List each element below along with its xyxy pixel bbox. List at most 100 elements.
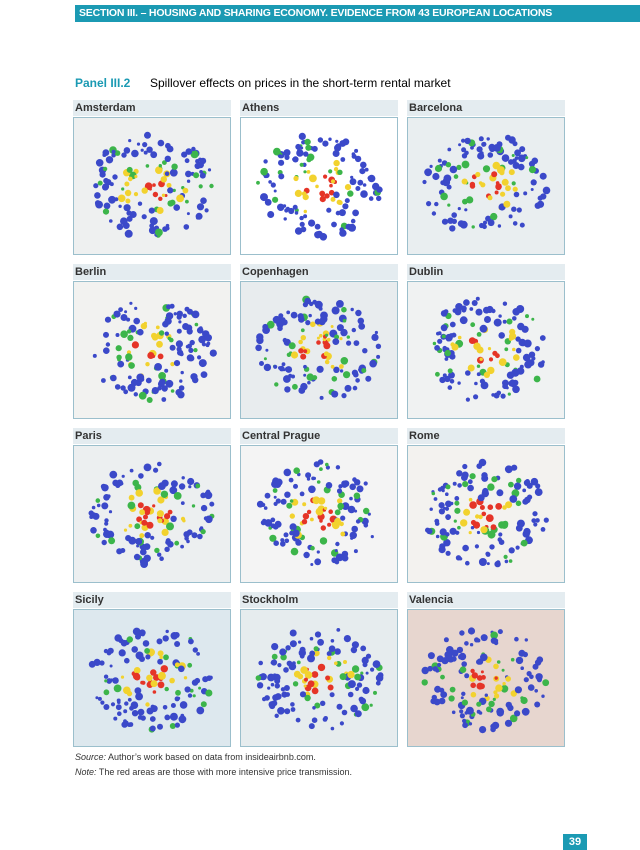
map-dot <box>123 389 129 395</box>
map-dot <box>104 521 109 526</box>
map-dot <box>134 306 138 310</box>
map-dot <box>511 181 516 186</box>
map-dot <box>124 310 128 314</box>
map-dot <box>185 170 192 178</box>
map-dot <box>349 483 356 491</box>
map-dot <box>167 187 174 194</box>
map-dot <box>511 154 515 157</box>
map-dot <box>278 154 283 158</box>
map-dot <box>437 662 442 668</box>
map-dot <box>336 488 343 494</box>
map-dot <box>461 138 466 143</box>
map-dot <box>433 497 438 501</box>
map-dot <box>181 151 188 158</box>
map-dot <box>186 179 191 183</box>
map-dot <box>104 316 112 323</box>
map-dot <box>509 328 516 335</box>
map-dot <box>260 167 268 176</box>
map-dot <box>508 481 514 488</box>
map-dot <box>341 393 347 399</box>
map-dot <box>300 353 307 360</box>
map-dot <box>496 141 503 148</box>
map-dot <box>465 560 470 566</box>
map-dot <box>124 181 130 187</box>
map-dot <box>367 174 376 183</box>
map-dot <box>192 376 199 384</box>
map-dot <box>440 192 448 201</box>
map-dot <box>360 645 367 652</box>
map-dot <box>123 147 131 154</box>
map-dot <box>293 670 301 678</box>
map-dot <box>481 141 487 147</box>
map-dot <box>178 320 182 324</box>
map-dot <box>294 227 303 235</box>
map-dot <box>263 159 268 164</box>
map-dot <box>470 519 477 526</box>
map-dot <box>164 194 168 197</box>
map-dot <box>304 671 313 679</box>
map-dot <box>280 317 286 323</box>
map-dot <box>504 347 509 352</box>
map-dot <box>269 534 277 542</box>
map-dot <box>344 184 352 191</box>
map-dot <box>506 318 513 325</box>
map-dot <box>354 148 359 153</box>
city-name: Rome <box>407 428 565 444</box>
map-dot <box>143 514 148 520</box>
map-dot <box>138 391 147 400</box>
map-dot <box>474 381 478 386</box>
map-dot <box>355 686 360 691</box>
city-name: Barcelona <box>407 100 565 116</box>
map-dot <box>448 695 455 702</box>
map-dot <box>154 363 162 371</box>
map-dot <box>346 335 350 339</box>
map-dot <box>459 713 465 719</box>
map-dot <box>359 168 366 175</box>
map-dot <box>514 710 521 717</box>
map-dot <box>153 467 159 473</box>
map-dot <box>158 482 166 490</box>
section-header: SECTION III. – HOUSING AND SHARING ECONO… <box>75 5 640 22</box>
map-dot <box>438 697 446 705</box>
map-dot <box>445 532 450 537</box>
map-dot <box>331 306 340 315</box>
map-dot <box>144 131 151 139</box>
map-dot <box>127 375 132 380</box>
map-dot <box>467 364 475 372</box>
map-dot <box>449 686 456 693</box>
map-dot <box>157 552 162 557</box>
map-dot <box>319 333 323 338</box>
map-dot <box>109 664 113 668</box>
map-dot <box>480 653 488 662</box>
map-dot <box>271 653 278 660</box>
map-dot <box>443 161 447 165</box>
map-dot <box>180 516 186 521</box>
map-dot <box>492 161 501 170</box>
map-dot <box>459 220 468 229</box>
map-dot <box>315 184 319 189</box>
map-dot <box>348 223 356 232</box>
map-dot <box>300 382 308 391</box>
map-dot <box>145 654 151 660</box>
map-dot <box>126 210 132 216</box>
map-dot <box>157 671 166 680</box>
map-dot <box>273 147 281 156</box>
map-dot <box>330 179 336 184</box>
map-dot <box>143 150 148 155</box>
map-dot <box>527 494 533 500</box>
map-dot <box>176 314 182 320</box>
map-dot <box>508 380 515 387</box>
map-dot <box>530 188 534 191</box>
map-dot <box>483 371 490 378</box>
map-dot <box>426 528 433 535</box>
map-dot <box>464 208 468 212</box>
map-dot <box>92 512 100 520</box>
map-dot <box>165 379 174 388</box>
map-dot <box>336 300 344 308</box>
map-dot <box>454 496 460 501</box>
map-dot <box>496 710 503 717</box>
map-dot <box>121 314 127 320</box>
map-dot <box>336 324 344 332</box>
map-dot <box>166 182 172 188</box>
map-dot <box>344 384 352 392</box>
